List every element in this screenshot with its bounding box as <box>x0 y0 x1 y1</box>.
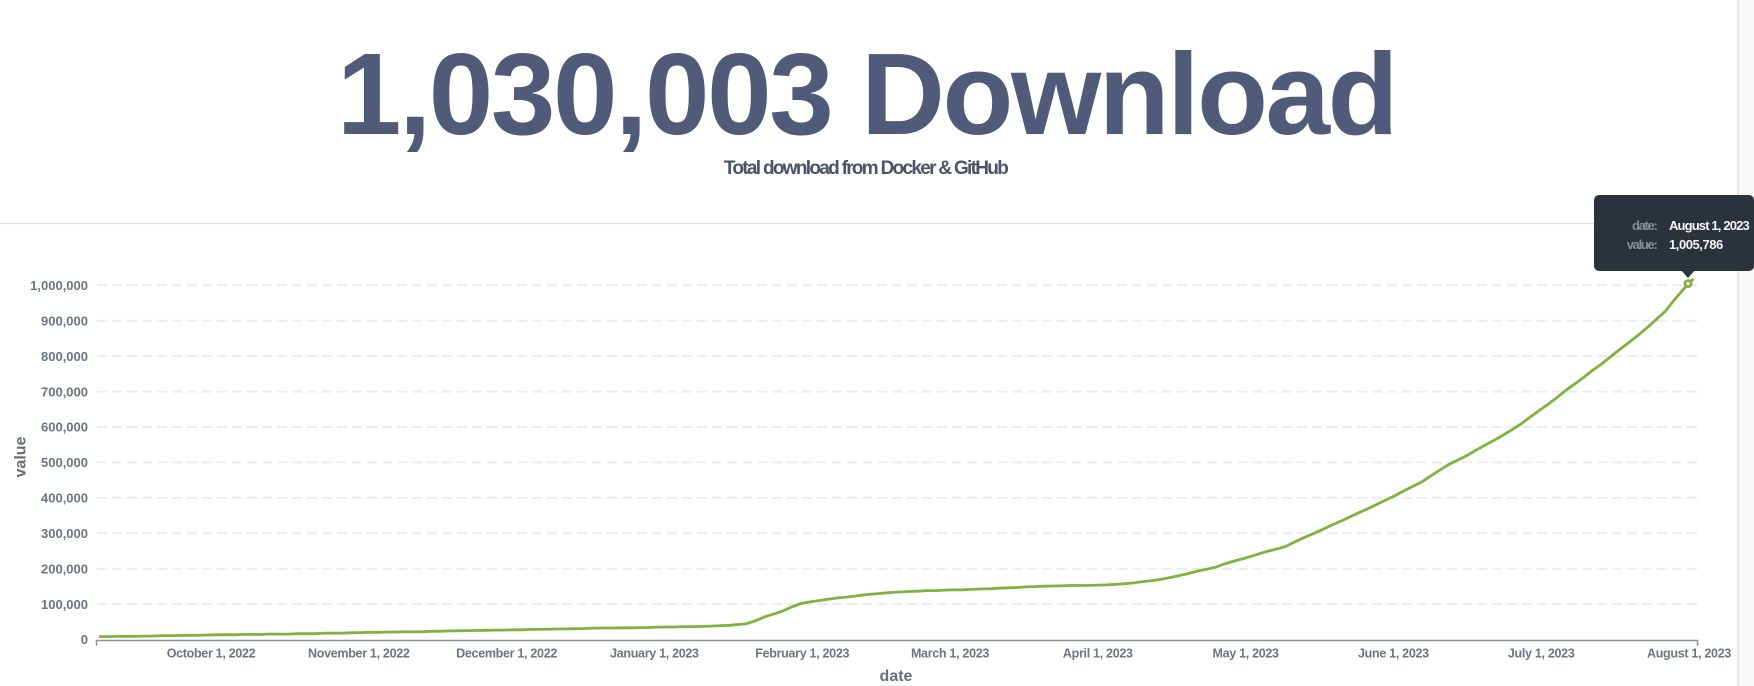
svg-text:April 1, 2023: April 1, 2023 <box>1063 647 1133 661</box>
svg-text:November 1, 2022: November 1, 2022 <box>308 647 410 661</box>
svg-text:June 1, 2023: June 1, 2023 <box>1358 647 1429 661</box>
svg-text:700,000: 700,000 <box>41 384 88 399</box>
svg-text:900,000: 900,000 <box>41 313 88 328</box>
svg-text:1,000,000: 1,000,000 <box>30 278 88 293</box>
svg-text:value: value <box>13 436 30 477</box>
svg-text:March 1, 2023: March 1, 2023 <box>911 647 989 661</box>
svg-text:300,000: 300,000 <box>41 526 88 541</box>
svg-text:date: date <box>880 668 913 685</box>
svg-text:August 1, 2023: August 1, 2023 <box>1647 647 1731 661</box>
svg-text:100,000: 100,000 <box>41 597 88 612</box>
svg-text:May 1, 2023: May 1, 2023 <box>1212 647 1279 661</box>
svg-text:January 1, 2023: January 1, 2023 <box>610 647 699 661</box>
svg-text:400,000: 400,000 <box>41 491 88 506</box>
svg-text:December 1, 2022: December 1, 2022 <box>456 647 557 661</box>
svg-text:800,000: 800,000 <box>41 349 88 364</box>
svg-text:October 1, 2022: October 1, 2022 <box>167 647 256 661</box>
svg-text:0: 0 <box>81 632 88 647</box>
svg-text:July 1, 2023: July 1, 2023 <box>1508 647 1575 661</box>
svg-text:February 1, 2023: February 1, 2023 <box>755 647 849 661</box>
svg-text:600,000: 600,000 <box>41 420 88 435</box>
svg-text:200,000: 200,000 <box>41 561 88 576</box>
svg-text:500,000: 500,000 <box>41 455 88 470</box>
